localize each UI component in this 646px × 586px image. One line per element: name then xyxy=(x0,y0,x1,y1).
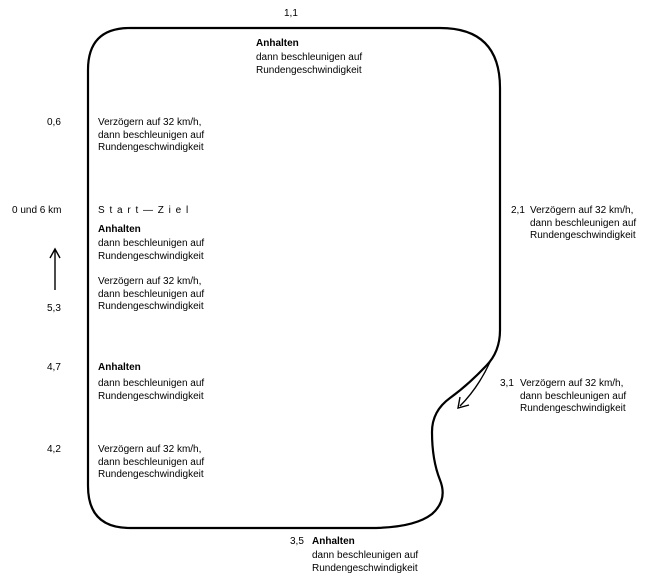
marker-1-1: 1,1 xyxy=(284,8,298,21)
instr-5-3: Verzögern auf 32 km/h, dann beschleunige… xyxy=(98,276,204,314)
marker-0-and-6: 0 und 6 km xyxy=(12,205,61,218)
instr-4-2: Verzögern auf 32 km/h, dann beschleunige… xyxy=(98,444,204,482)
instr-3-5-title: Anhalten xyxy=(312,536,355,549)
instr-3-5-body: dann beschleunigen auf Rundengeschwindig… xyxy=(312,550,418,575)
instr-2-1: Verzögern auf 32 km/h, dann beschleunige… xyxy=(530,205,636,243)
marker-3-1: 3,1 xyxy=(500,378,514,391)
start-finish-label: S t a r t — Z i e l xyxy=(98,205,189,218)
instr-4-7-body: dann beschleunigen auf Rundengeschwindig… xyxy=(98,378,204,403)
direction-arrow-right xyxy=(458,362,490,408)
marker-2-1: 2,1 xyxy=(511,205,525,218)
instr-4-7-title: Anhalten xyxy=(98,362,141,375)
marker-0-6: 0,6 xyxy=(47,117,61,130)
track-shape xyxy=(0,0,646,586)
instr-3-1: Verzögern auf 32 km/h, dann beschleunige… xyxy=(520,378,626,416)
marker-4-7: 4,7 xyxy=(47,362,61,375)
track-diagram: 1,1 0,6 0 und 6 km 5,3 4,7 4,2 3,5 3,1 2… xyxy=(0,0,646,586)
instr-start-anh-body: dann beschleunigen auf Rundengeschwindig… xyxy=(98,238,204,263)
marker-3-5: 3,5 xyxy=(290,536,304,549)
direction-arrow-left xyxy=(50,249,60,290)
instr-start-anh-title: Anhalten xyxy=(98,224,141,237)
marker-4-2: 4,2 xyxy=(47,444,61,457)
instr-1-1-body: dann beschleunigen auf Rundengeschwindig… xyxy=(256,52,362,77)
marker-5-3: 5,3 xyxy=(47,303,61,316)
instr-1-1-title: Anhalten xyxy=(256,38,299,51)
instr-0-6: Verzögern auf 32 km/h, dann beschleunige… xyxy=(98,117,204,155)
